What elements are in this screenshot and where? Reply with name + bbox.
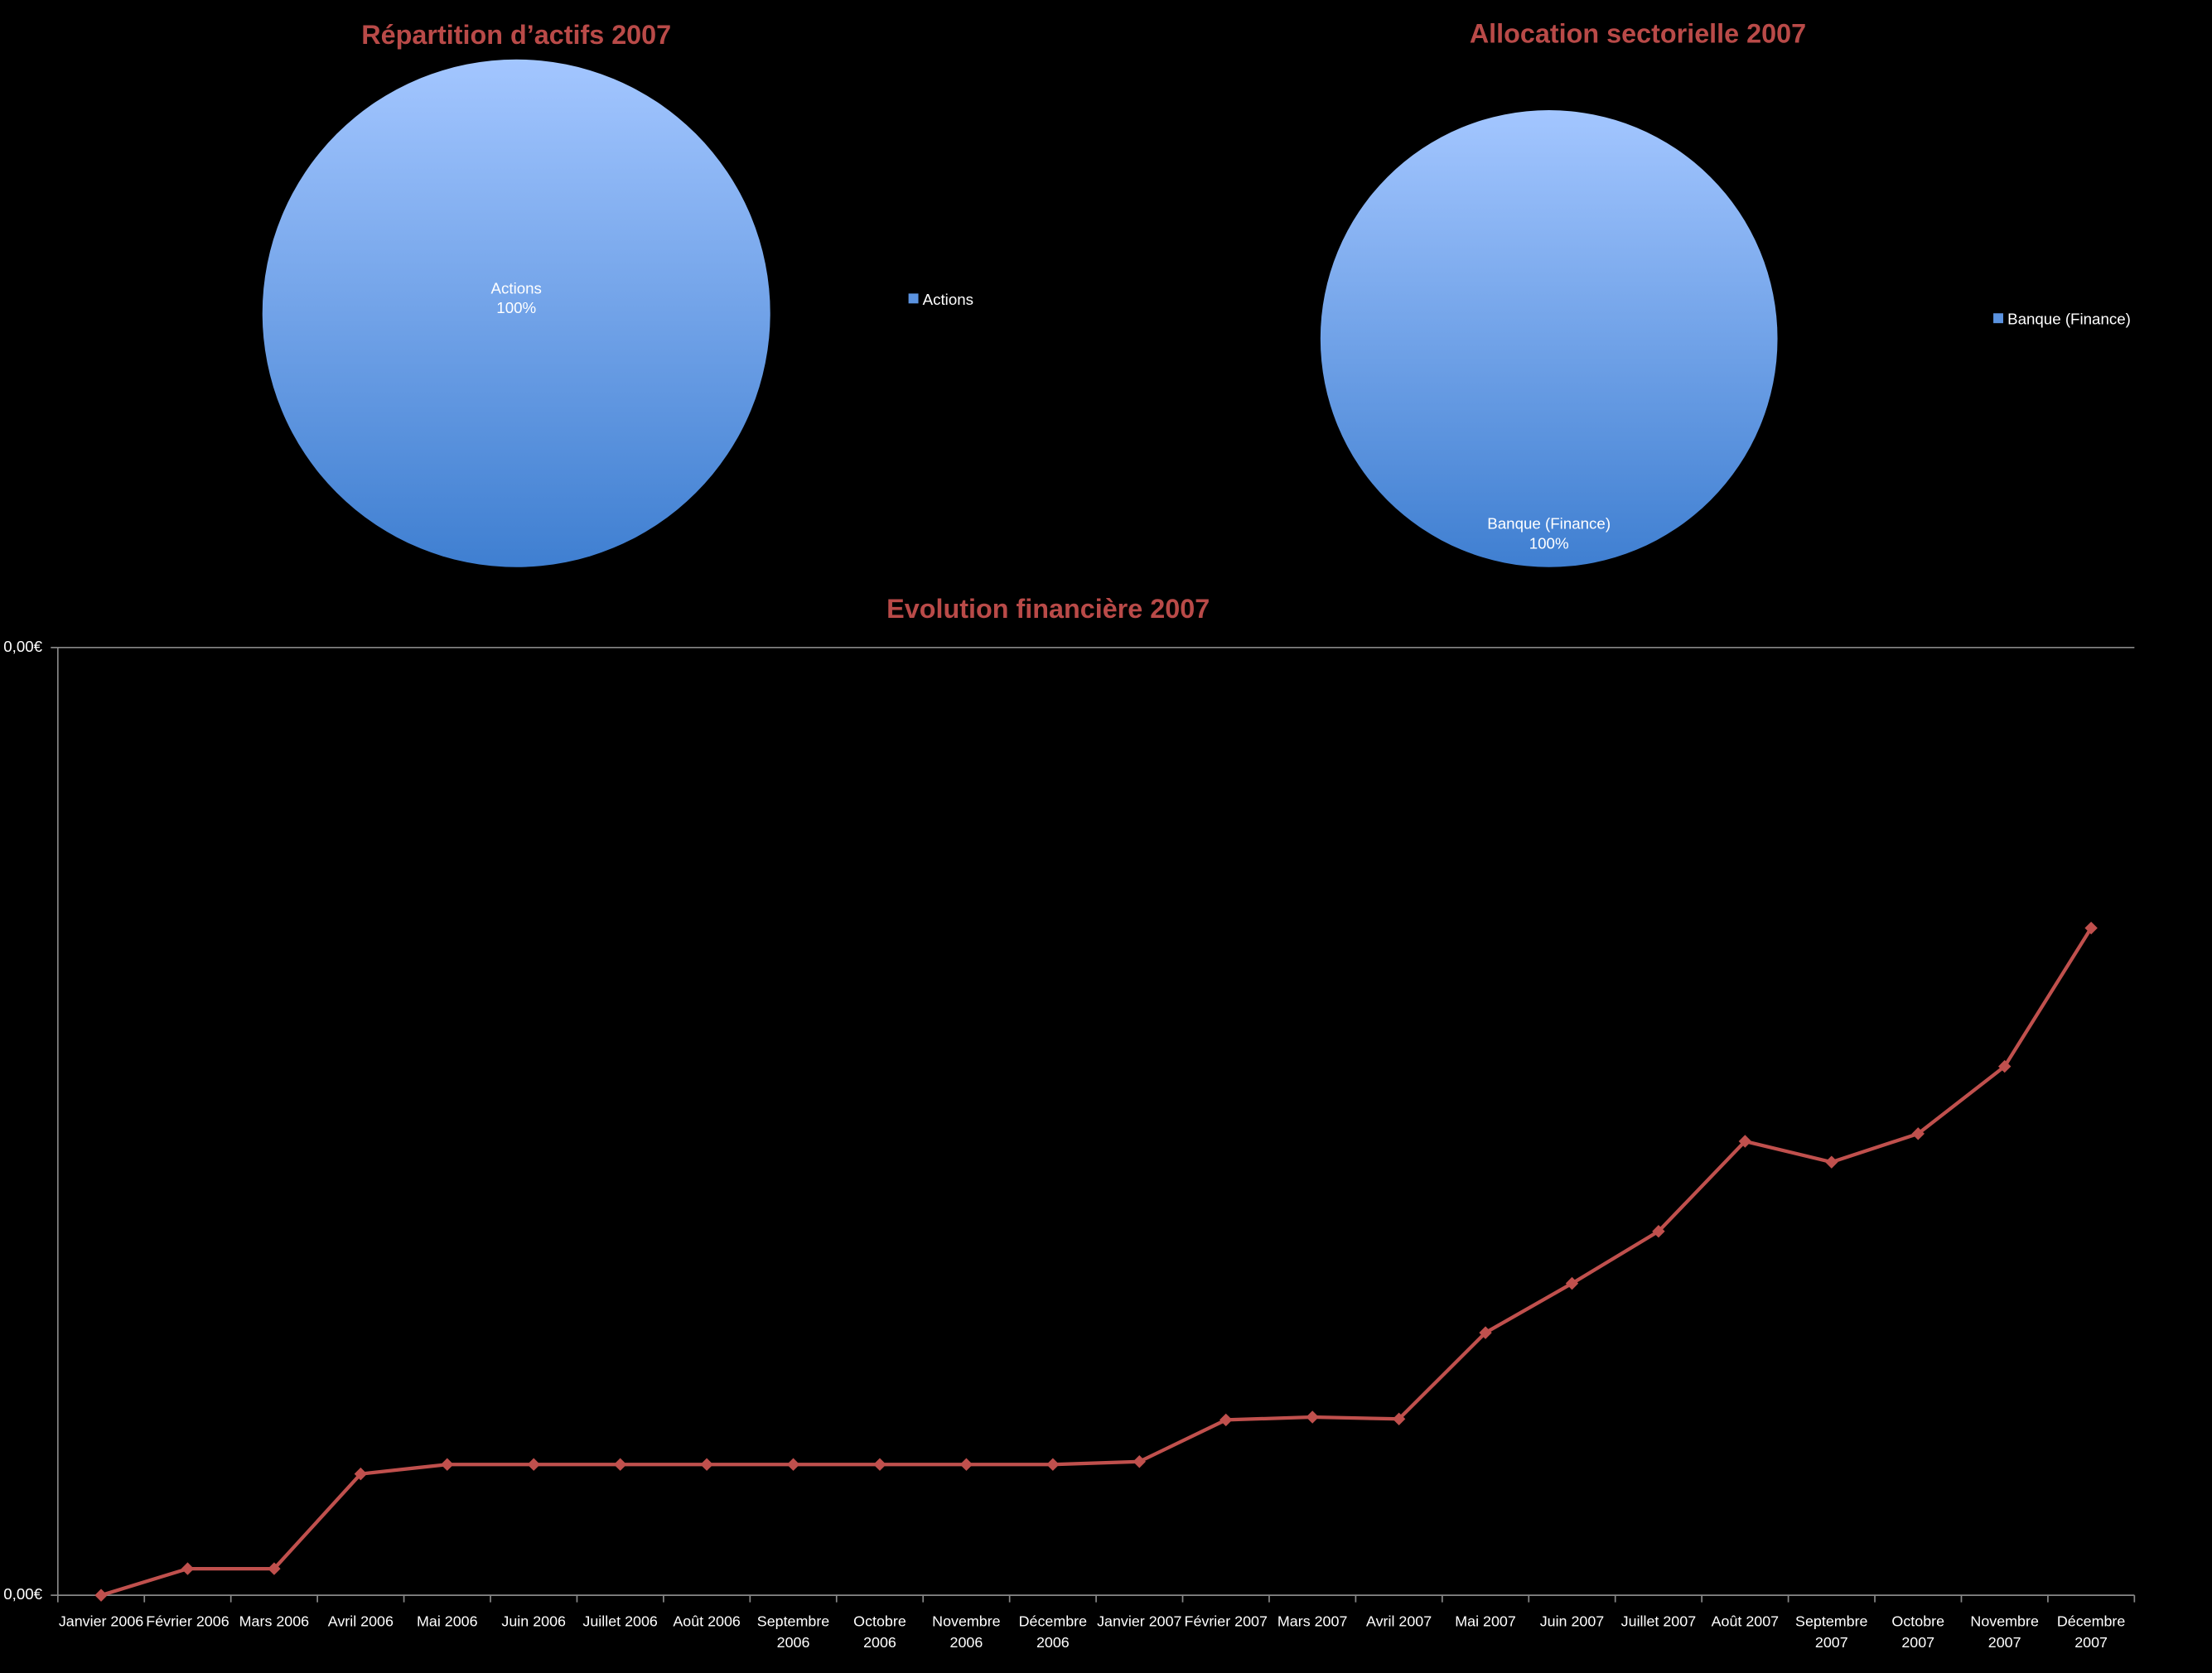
x-tick-label: Mars 2007 xyxy=(1277,1613,1348,1631)
chart-title: Répartition d’actifs 2007 xyxy=(361,20,671,50)
x-tick-label-box: Mai 2006 xyxy=(416,1613,478,1631)
x-tick-label: Novembre 2007 xyxy=(1970,1613,2039,1652)
data-point xyxy=(700,1458,713,1471)
x-tick-label: Février 2006 xyxy=(146,1613,229,1631)
x-tick-label-box: Janvier 2007 xyxy=(1097,1613,1182,1631)
data-point xyxy=(441,1458,454,1471)
x-tick-label-box: Octobre 2006 xyxy=(853,1613,906,1652)
data-point xyxy=(2084,921,2098,935)
legend-swatch xyxy=(908,293,919,304)
data-point xyxy=(94,1589,108,1602)
data-point xyxy=(181,1562,195,1575)
legend-label: Banque (Finance) xyxy=(2007,311,2131,328)
x-tick-label: Mai 2006 xyxy=(416,1613,478,1631)
x-tick-label: Décembre 2007 xyxy=(2056,1613,2126,1652)
x-tick-label-box: Janvier 2006 xyxy=(58,1613,144,1631)
x-tick-label-box: Mars 2007 xyxy=(1277,1613,1348,1631)
x-tick-label-box: Août 2007 xyxy=(1711,1613,1780,1631)
x-tick-label: Mai 2007 xyxy=(1455,1613,1516,1631)
x-tick-label: Janvier 2006 xyxy=(58,1613,144,1631)
slice-value-label: 100% xyxy=(1529,534,1569,552)
x-tick-label: Juillet 2007 xyxy=(1620,1613,1697,1631)
x-tick-label: Juin 2007 xyxy=(1539,1613,1605,1631)
slice-value-label: 100% xyxy=(496,299,536,316)
x-tick-label: Octobre 2006 xyxy=(853,1613,906,1652)
data-point xyxy=(1565,1276,1579,1290)
data-point xyxy=(1219,1413,1233,1427)
x-tick-label: Mars 2006 xyxy=(239,1613,310,1631)
data-point xyxy=(1652,1224,1665,1238)
data-point xyxy=(1825,1155,1838,1169)
y-tick-label: 0,00€ xyxy=(3,638,42,655)
x-tick-label-box: Décembre 2007 xyxy=(2056,1613,2126,1652)
data-point xyxy=(1306,1410,1319,1424)
x-tick-label: Janvier 2007 xyxy=(1097,1613,1182,1631)
x-tick-label-box: Juin 2006 xyxy=(501,1613,566,1631)
data-point xyxy=(873,1458,886,1471)
x-tick-label-box: Novembre 2006 xyxy=(932,1613,1001,1652)
x-tick-label: Février 2007 xyxy=(1184,1613,1268,1631)
x-tick-label: Août 2006 xyxy=(673,1613,741,1631)
chart-title: Evolution financière 2007 xyxy=(886,594,1210,624)
x-tick-label: Septembre 2006 xyxy=(756,1613,830,1652)
x-tick-label-box: Mai 2007 xyxy=(1455,1613,1516,1631)
data-point xyxy=(1911,1127,1925,1140)
slice-label: Actions xyxy=(491,279,542,297)
x-tick-label-box: Avril 2006 xyxy=(327,1613,394,1631)
x-tick-label-box: Août 2006 xyxy=(673,1613,741,1631)
x-tick-label-box: Juillet 2007 xyxy=(1620,1613,1697,1631)
data-point xyxy=(1997,1059,2012,1073)
x-tick-label: Avril 2007 xyxy=(1366,1613,1432,1631)
x-tick-label-box: Avril 2007 xyxy=(1366,1613,1432,1631)
x-tick-label-box: Juin 2007 xyxy=(1539,1613,1605,1631)
x-tick-label-box: Novembre 2007 xyxy=(1970,1613,2039,1652)
x-tick-label: Juin 2006 xyxy=(501,1613,566,1631)
slice-label: Banque (Finance) xyxy=(1487,515,1611,533)
legend-label: Actions xyxy=(923,291,973,308)
pie-slice xyxy=(1320,110,1778,567)
data-point xyxy=(1133,1455,1147,1468)
data-point xyxy=(613,1458,627,1471)
x-tick-label: Octobre 2007 xyxy=(1891,1613,1945,1652)
data-line xyxy=(100,927,2093,1598)
x-tick-label-box: Septembre 2007 xyxy=(1795,1613,1868,1652)
pie-slice xyxy=(262,59,770,567)
data-point xyxy=(786,1458,800,1471)
data-point xyxy=(1738,1135,1752,1148)
x-tick-label: Août 2007 xyxy=(1711,1613,1780,1631)
x-tick-label-box: Février 2006 xyxy=(146,1613,229,1631)
data-point xyxy=(354,1467,368,1481)
x-tick-label-box: Septembre 2006 xyxy=(756,1613,830,1652)
data-point xyxy=(527,1458,540,1471)
data-point xyxy=(1392,1412,1406,1425)
legend-swatch xyxy=(1993,313,2003,324)
x-tick-label: Septembre 2007 xyxy=(1795,1613,1868,1652)
x-tick-label: Avril 2006 xyxy=(327,1613,394,1631)
x-tick-label: Décembre 2006 xyxy=(1018,1613,1088,1652)
data-point xyxy=(959,1458,973,1471)
x-tick-label-box: Mars 2006 xyxy=(239,1613,310,1631)
chart-title: Allocation sectorielle 2007 xyxy=(1470,18,1806,48)
x-tick-label: Juillet 2006 xyxy=(582,1613,658,1631)
data-point xyxy=(1479,1326,1492,1339)
x-tick-label-box: Février 2007 xyxy=(1184,1613,1268,1631)
x-tick-label-box: Octobre 2007 xyxy=(1891,1613,1945,1652)
x-tick-label-box: Décembre 2006 xyxy=(1018,1613,1088,1652)
x-tick-label: Novembre 2006 xyxy=(932,1613,1001,1652)
x-tick-label-box: Juillet 2006 xyxy=(582,1613,658,1631)
y-tick-label: 0,00€ xyxy=(3,1585,42,1603)
data-point xyxy=(1046,1458,1060,1471)
